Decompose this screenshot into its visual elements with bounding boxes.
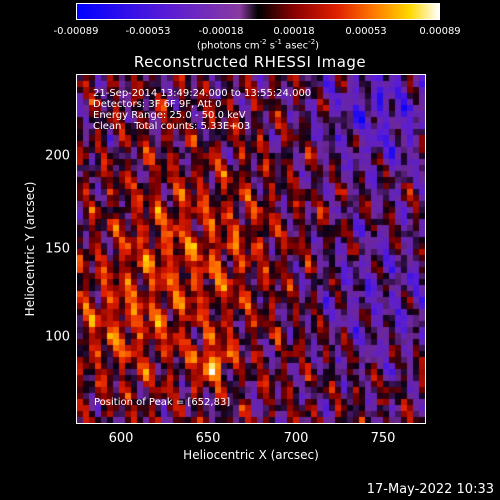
x-axis-label: Heliocentric X (arcsec) bbox=[183, 448, 319, 462]
annotation-detectors: Detectors: 3F 6F 9F, Att 0 bbox=[93, 99, 222, 110]
x-tick-label: 700 bbox=[283, 431, 309, 446]
chart-title: Reconstructed RHESSI Image bbox=[133, 53, 367, 71]
y-tick-label: 100 bbox=[45, 329, 70, 345]
plot-area: 21-Sep-2014 13:49:24.000 to 13:55:24.000… bbox=[76, 74, 426, 424]
x-tick-label: 750 bbox=[370, 431, 396, 446]
y-tick-label: 150 bbox=[45, 241, 70, 257]
colorbar-tick-label: -0.00053 bbox=[125, 26, 171, 37]
annotation-energy-range: Energy Range: 25.0 - 50.0 keV bbox=[93, 110, 246, 121]
y-tick-label: 200 bbox=[45, 148, 70, 164]
colorbar bbox=[76, 3, 440, 20]
colorbar-tick-label: 0.00018 bbox=[273, 26, 315, 37]
colorbar-unit-label: (photons cm-2 s-1 asec-2) bbox=[196, 38, 320, 52]
colorbar-tick-label: -0.00018 bbox=[198, 26, 244, 37]
x-tick-label: 600 bbox=[108, 431, 134, 446]
annotation-peak-position: Position of Peak = [652,83] bbox=[94, 397, 231, 408]
annotation-time-range: 21-Sep-2014 13:49:24.000 to 13:55:24.000 bbox=[93, 88, 312, 99]
colorbar-tick-label: 0.00089 bbox=[419, 26, 461, 37]
x-tick-label: 650 bbox=[195, 431, 221, 446]
timestamp: 17-May-2022 10:33 bbox=[366, 482, 494, 497]
colorbar-tick-label: -0.00089 bbox=[53, 26, 99, 37]
colorbar-tick-label: 0.00053 bbox=[345, 26, 387, 37]
y-axis-label: Heliocentric Y (arcsec) bbox=[23, 181, 37, 317]
heatmap-image bbox=[77, 75, 425, 423]
annotation-total-counts: Clean Total counts: 5.33E+03 bbox=[93, 121, 251, 132]
